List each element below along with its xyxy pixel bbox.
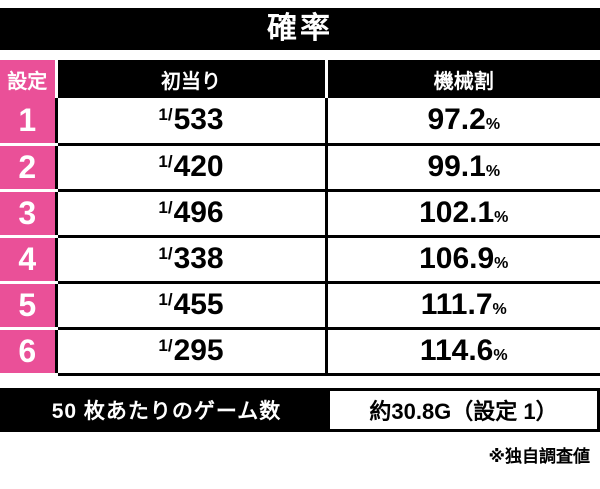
fraction-value: 533 (173, 103, 224, 137)
footnote: ※独自調査値 (488, 446, 590, 466)
summary-label: 50 枚あたりのゲーム数 (3, 390, 330, 429)
first-hit-cell: 1/338 (54, 236, 326, 284)
payout-value: 111.7 (420, 288, 493, 321)
payout-unit: % (494, 255, 509, 272)
setting-cell: 4 (0, 236, 56, 284)
setting-cell: 1 (0, 98, 56, 146)
payout-value: 99.1 (427, 150, 486, 183)
header-setting: 設定 (0, 60, 56, 98)
payout-value: 97.2 (427, 103, 486, 137)
summary-value: 約30.8G（設定 1） (330, 390, 597, 429)
fraction-prefix: 1/ (158, 197, 173, 217)
fraction-value: 496 (173, 196, 224, 229)
table-row: 2 1/420 99.1% (0, 144, 600, 192)
table-header-row: 設定 初当り 機械割 (0, 60, 600, 98)
payout-unit: % (485, 163, 501, 180)
payout-unit: % (493, 347, 508, 364)
fraction-value: 455 (173, 288, 224, 321)
first-hit-cell: 1/496 (54, 190, 326, 238)
payout-value: 106.9 (419, 242, 495, 275)
header-payout: 機械割 (324, 60, 600, 98)
fraction-prefix: 1/ (158, 335, 173, 355)
setting-cell: 3 (0, 190, 56, 238)
payout-cell: 102.1% (324, 190, 600, 238)
table-row: 6 1/295 114.6% (0, 328, 600, 376)
setting-cell: 5 (0, 282, 56, 330)
payout-unit: % (485, 116, 501, 134)
payout-cell: 106.9% (324, 236, 600, 284)
first-hit-cell: 1/455 (54, 282, 326, 330)
fraction-prefix: 1/ (158, 151, 173, 171)
setting-cell: 6 (0, 328, 56, 376)
header-first-hit: 初当り (54, 60, 326, 98)
table-row: 5 1/455 111.7% (0, 282, 600, 330)
table-row: 4 1/338 106.9% (0, 236, 600, 284)
payout-value: 102.1 (419, 196, 495, 229)
fraction-value: 295 (173, 334, 224, 367)
probability-table: 設定 初当り 機械割 1 1/533 97.2% 2 1/420 99.1% 3… (0, 60, 600, 376)
table-row: 1 1/533 97.2% (0, 98, 600, 146)
payout-cell: 114.6% (324, 328, 600, 376)
payout-cell: 99.1% (324, 144, 600, 192)
page-title: 確率 (0, 8, 600, 50)
fraction-prefix: 1/ (158, 243, 173, 263)
payout-unit: % (494, 209, 509, 226)
payout-unit: % (492, 301, 507, 318)
fraction-prefix: 1/ (158, 289, 173, 309)
first-hit-cell: 1/295 (54, 328, 326, 376)
first-hit-cell: 1/533 (54, 98, 326, 146)
games-per-50-coins-row: 50 枚あたりのゲーム数 約30.8G（設定 1） (0, 387, 600, 432)
table-row: 3 1/496 102.1% (0, 190, 600, 238)
setting-cell: 2 (0, 144, 56, 192)
payout-cell: 111.7% (324, 282, 600, 330)
first-hit-cell: 1/420 (54, 144, 326, 192)
fraction-value: 420 (173, 150, 224, 183)
payout-cell: 97.2% (324, 98, 600, 146)
payout-value: 114.6 (419, 334, 494, 367)
fraction-prefix: 1/ (158, 104, 173, 124)
fraction-value: 338 (173, 242, 224, 275)
